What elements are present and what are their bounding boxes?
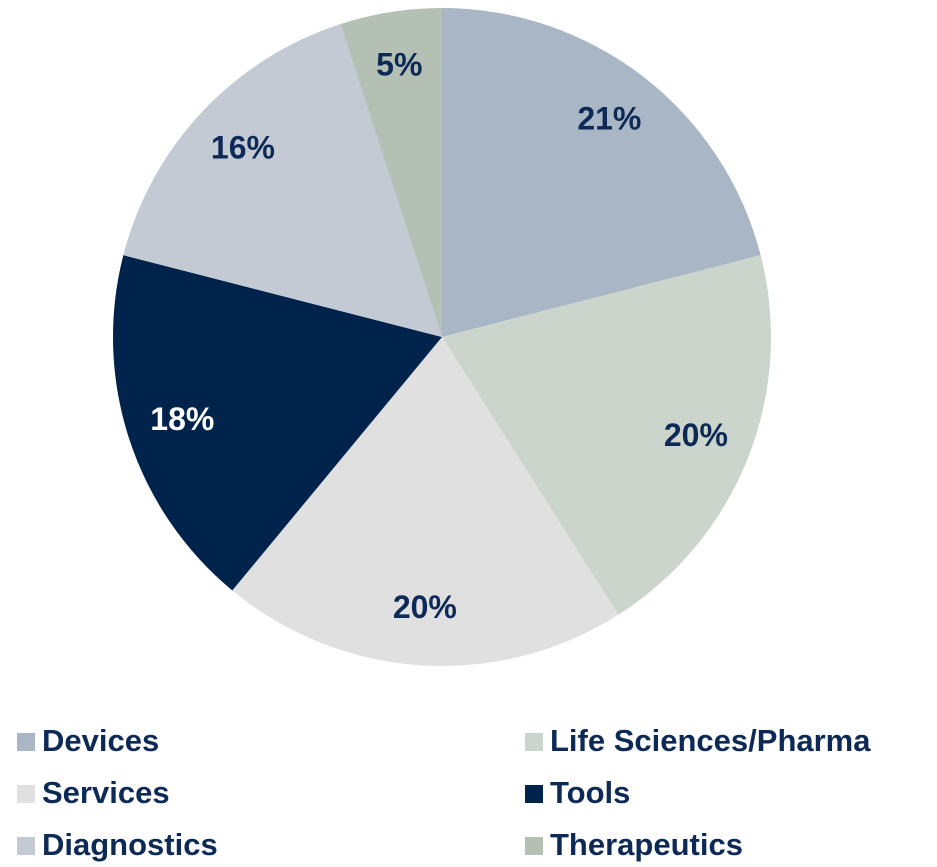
pie-slice [123,24,442,337]
data-label: 16% [211,130,275,166]
data-label: 18% [150,401,214,437]
legend-label: Tools [550,775,630,810]
legend-swatch [525,837,543,855]
pie-slice [340,8,442,337]
data-label: 20% [664,417,728,453]
data-label: 5% [376,47,422,83]
pie-slice [232,337,619,666]
pie-slice [113,255,443,591]
legend-swatch [17,785,35,803]
legend-label: Therapeutics [550,827,743,862]
legend-swatch [17,733,35,751]
pie-slice [442,8,761,337]
data-label: 21% [577,101,641,137]
legend-swatch [525,733,543,751]
legend-swatch [525,785,543,803]
legend-label: Services [42,775,170,810]
legend-swatch [17,837,35,855]
legend-label: Diagnostics [42,827,218,862]
data-label: 20% [393,589,457,625]
legend-label: Devices [42,723,159,758]
pie-slice [442,255,771,615]
legend-label: Life Sciences/Pharma [550,723,871,758]
